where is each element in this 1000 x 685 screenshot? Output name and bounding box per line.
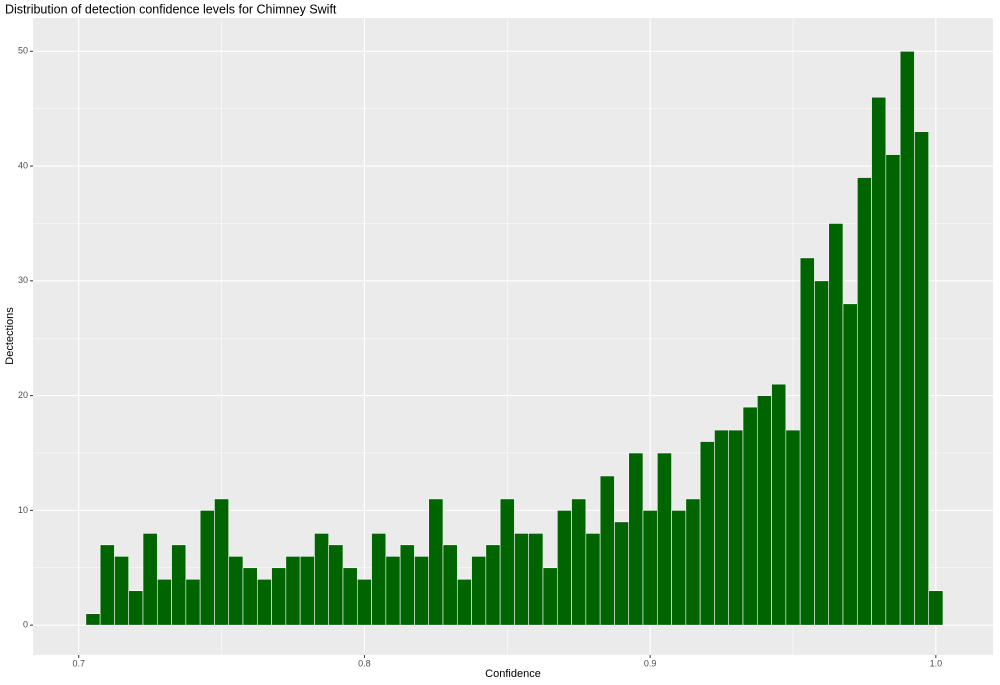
bar (842, 303, 858, 626)
bar (471, 555, 487, 626)
bar (285, 555, 301, 626)
x-tick-label: 0.8 (358, 658, 371, 668)
bar (885, 154, 901, 626)
bar (328, 544, 344, 626)
y-tick-label: 10 (18, 505, 28, 515)
bar (371, 533, 387, 626)
bar (614, 521, 630, 626)
bar (156, 578, 172, 626)
y-tick-label: 30 (18, 275, 28, 285)
bar (314, 533, 330, 626)
bar (514, 533, 530, 626)
bar (571, 498, 587, 626)
bar (728, 429, 744, 626)
bar (928, 590, 944, 626)
bar (171, 544, 187, 626)
bar (742, 406, 758, 626)
bar (542, 567, 558, 626)
bar (642, 510, 658, 626)
bar (671, 510, 687, 626)
bar (585, 533, 601, 626)
bar (499, 498, 515, 626)
bar (914, 131, 930, 626)
bar (785, 429, 801, 626)
bar (756, 395, 772, 626)
bar (85, 613, 101, 626)
x-tick-label: 0.9 (644, 658, 657, 668)
bar (428, 498, 444, 626)
bar (856, 177, 872, 626)
bar (685, 498, 701, 626)
bar (456, 578, 472, 626)
bar (871, 96, 887, 626)
x-axis-label: Confidence (485, 668, 541, 680)
bar (814, 280, 830, 626)
bar (128, 590, 144, 626)
bar (599, 475, 615, 626)
x-tick-label: 0.7 (72, 658, 85, 668)
y-tick-label: 20 (18, 390, 28, 400)
bar (242, 567, 258, 626)
bar (385, 555, 401, 626)
y-axis-label: Dectections (4, 307, 16, 365)
bar (556, 510, 572, 626)
bar (442, 544, 458, 626)
bar (185, 578, 201, 626)
y-tick-label: 40 (18, 160, 28, 170)
x-tick-label: 1.0 (930, 658, 943, 668)
bar (199, 510, 215, 626)
chart-title: Distribution of detection confidence lev… (5, 2, 337, 16)
bar (485, 544, 501, 626)
bar (414, 555, 430, 626)
bar (228, 555, 244, 626)
bar (256, 578, 272, 626)
bar (799, 257, 815, 626)
bar (114, 555, 130, 626)
bar (99, 544, 115, 626)
bar (214, 498, 230, 626)
bar (699, 441, 715, 626)
bar (356, 578, 372, 626)
bar (142, 533, 158, 626)
y-tick-label: 50 (18, 46, 28, 56)
bar (299, 555, 315, 626)
bar (656, 452, 672, 626)
bar (342, 567, 358, 626)
bar (271, 567, 287, 626)
bar (528, 533, 544, 626)
y-tick-label: 0 (23, 620, 28, 630)
bar (628, 452, 644, 626)
bar (399, 544, 415, 626)
bar (899, 50, 915, 626)
bar (714, 429, 730, 626)
bar (771, 383, 787, 626)
bar (828, 223, 844, 626)
